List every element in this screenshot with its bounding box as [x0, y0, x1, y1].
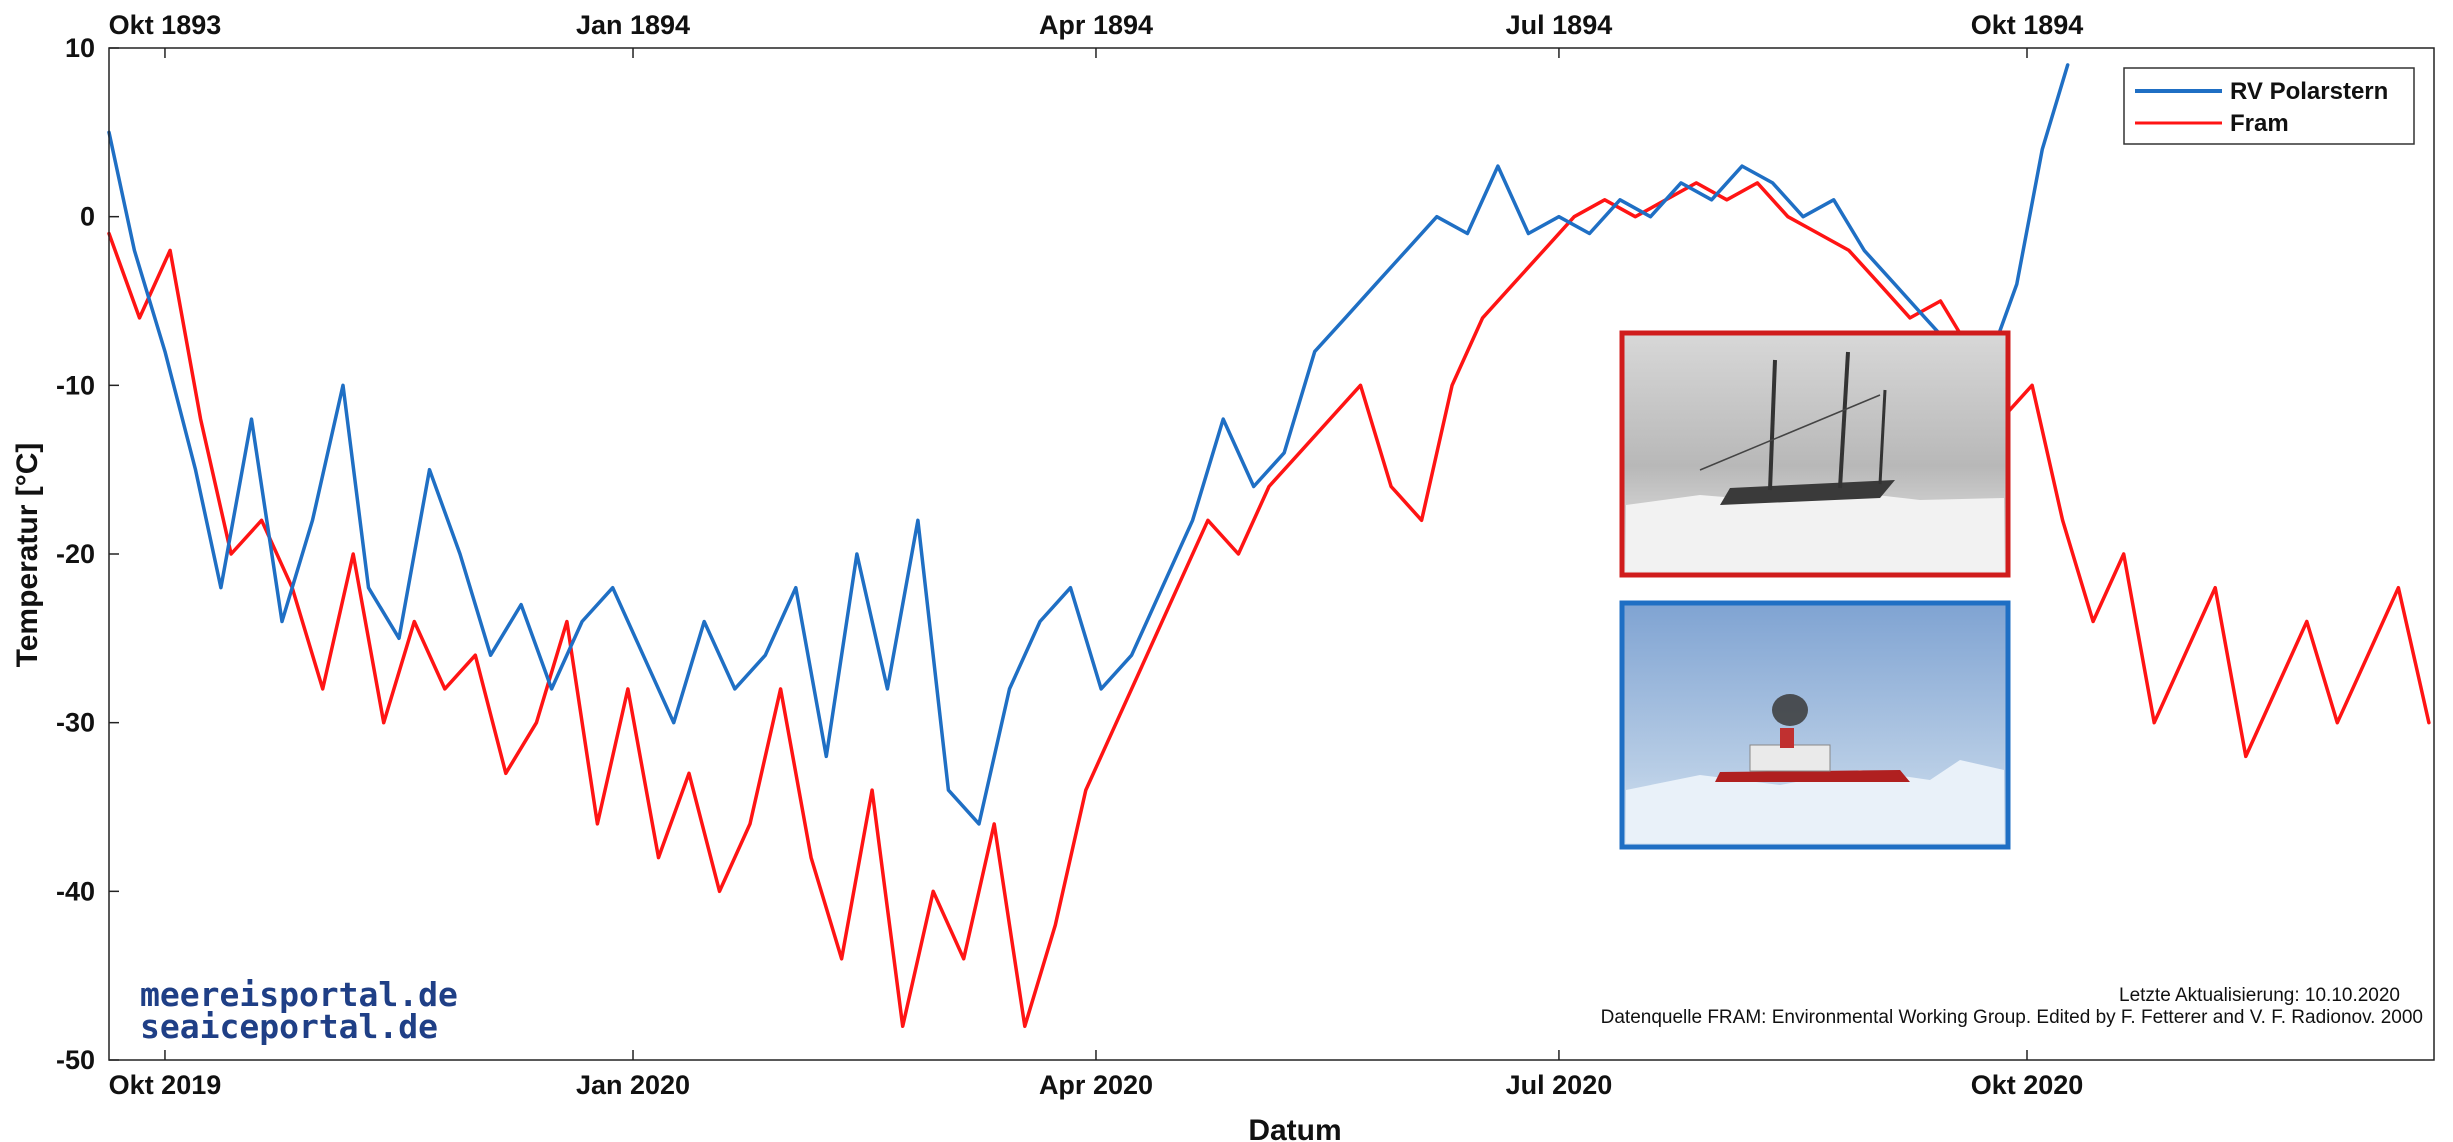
y-axis-label: Temperatur [°C]	[11, 443, 44, 668]
x-top-tick-label: Okt 1893	[109, 10, 222, 40]
series-line-fram	[107, 181, 2431, 1029]
y-tick-label: -50	[56, 1045, 95, 1075]
y-tick-label: 10	[65, 33, 95, 63]
fram-hull	[1720, 480, 1895, 505]
fram-mast-1	[1768, 359, 1777, 491]
x-top-tick-label: Jul 1894	[1506, 10, 1613, 40]
series-line-rv-polarstern	[107, 63, 2070, 826]
polarstern-photo	[1619, 600, 2011, 850]
polarstern-smoke	[1772, 694, 1808, 726]
x-axis-top: Okt 1893 Jan 1894 Apr 1894 Jul 1894 Okt 1894	[109, 10, 2084, 58]
fram-rigging	[1699, 394, 1881, 471]
legend-box	[2123, 67, 2415, 145]
polarstern-superstructure	[1749, 744, 1831, 772]
x-top-tick-label: Okt 1894	[1971, 10, 2084, 40]
x-top-tick-label: Apr 1894	[1039, 10, 1153, 40]
series-layer	[107, 63, 2431, 1029]
legend-label-fram: Fram	[2230, 110, 2289, 137]
y-tick-label: -20	[56, 539, 95, 569]
legend-label-polarstern: RV Polarstern	[2230, 78, 2388, 105]
credit-updated: Letzte Aktualisierung: 10.10.2020	[2119, 985, 2400, 1006]
y-axis: 10 0 -10 -20 -30 -40 -50	[56, 33, 119, 1075]
polarstern-hull	[1715, 770, 1910, 782]
x-tick-label: Apr 2020	[1039, 1070, 1153, 1100]
credit-source: Datenquelle FRAM: Environmental Working …	[1601, 1007, 2423, 1028]
fram-ice	[1626, 492, 2004, 571]
plot-area	[109, 48, 2434, 1060]
x-tick-label: Okt 2019	[109, 1070, 222, 1100]
x-tick-label: Jul 2020	[1506, 1070, 1613, 1100]
x-tick-label: Jan 2020	[576, 1070, 690, 1100]
y-tick-label: -30	[56, 708, 95, 738]
brand-line-2: seaiceportal.de	[140, 1007, 438, 1046]
x-axis-label: Datum	[1248, 1114, 1341, 1142]
legend: RV Polarstern Fram	[2123, 67, 2415, 145]
x-tick-label: Okt 2020	[1971, 1070, 2084, 1100]
x-top-tick-label: Jan 1894	[576, 10, 690, 40]
fram-mast-3	[1878, 389, 1887, 485]
y-tick-label: -10	[56, 370, 95, 400]
brand-line-1: meereisportal.de	[140, 975, 458, 1014]
fram-mast-2	[1838, 351, 1850, 489]
y-tick-label: 0	[80, 202, 95, 232]
x-axis-bottom: Okt 2019 Jan 2020 Apr 2020 Jul 2020 Okt 2020	[109, 1050, 2084, 1100]
polarstern-funnel	[1780, 728, 1794, 748]
fram-photo	[1619, 330, 2011, 578]
y-tick-label: -40	[56, 876, 95, 906]
